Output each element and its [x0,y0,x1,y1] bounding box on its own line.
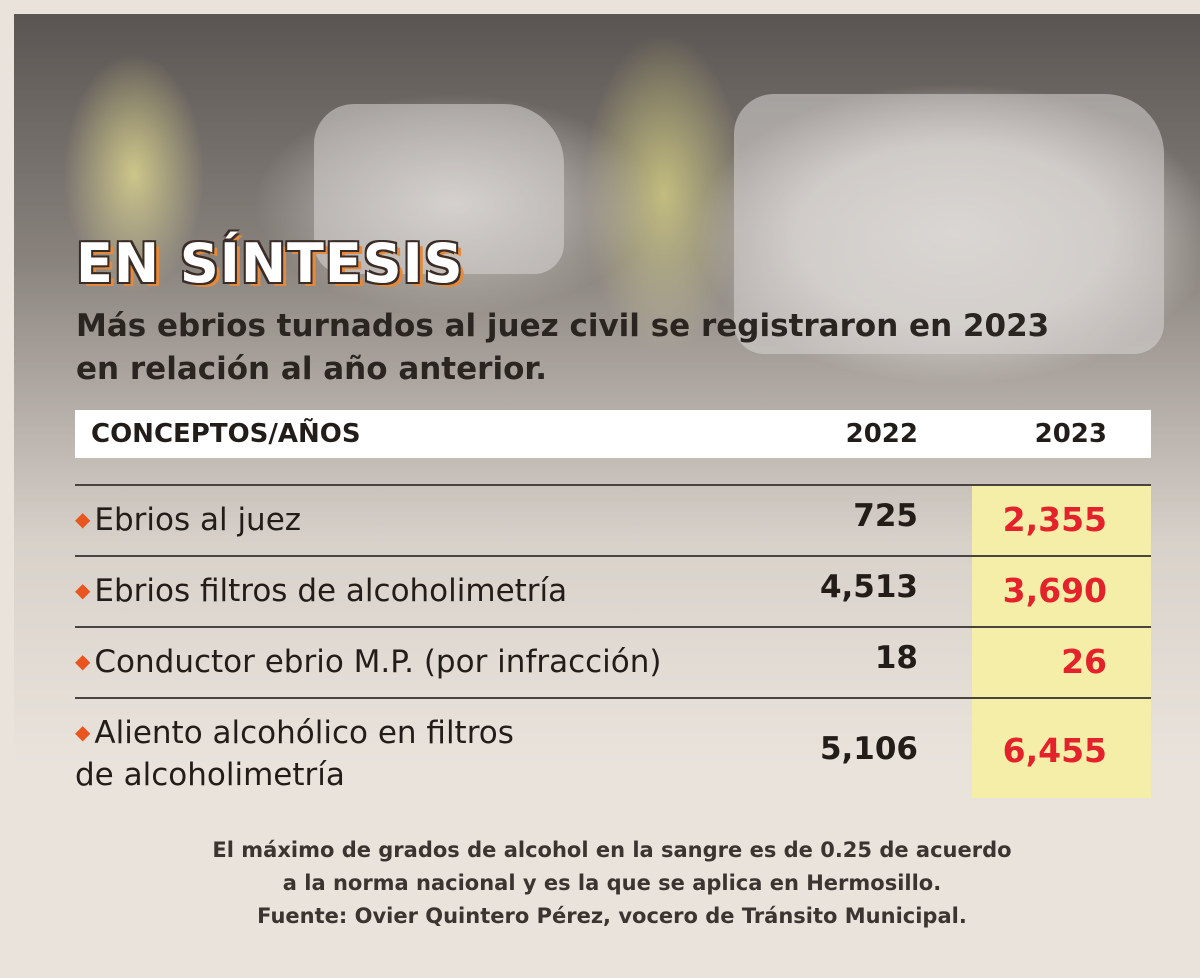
value-2023: 6,455 [1002,731,1107,770]
row-concept: Ebrios filtros de alcoholimetría [94,573,568,609]
divider [75,697,1151,699]
car-shape [734,94,1164,354]
row-concept-continued: de alcoholimetría [75,757,345,793]
header-2022: 2022 [845,419,918,449]
header-concepts: CONCEPTOS/AÑOS [91,419,361,449]
value-2022: 5,106 [819,731,918,767]
footnote: El máximo de grados de alcohol en la san… [100,834,1124,933]
value-2023: 3,690 [1002,571,1107,610]
footnote-line: a la norma nacional y es la que se aplic… [282,871,942,895]
divider [75,484,1151,486]
value-2022: 725 [853,498,918,534]
diamond-bullet-icon: ◆ [75,578,91,602]
row-concept: Ebrios al juez [94,502,302,538]
header-2023: 2023 [1034,419,1107,449]
value-2023: 26 [1061,642,1107,681]
table-header: CONCEPTOS/AÑOS 2022 2023 [75,410,1151,458]
divider [75,555,1151,557]
diamond-bullet-icon: ◆ [75,507,91,531]
section-title: EN SÍNTESIS [76,232,464,295]
footnote-line: El máximo de grados de alcohol en la san… [212,838,1012,862]
highlight-column-2023 [972,486,1151,798]
row-concept: Aliento alcohólico en filtros [94,715,514,751]
divider [75,626,1151,628]
value-2022: 18 [874,640,918,676]
subtitle-line: en relación al año anterior. [76,351,548,387]
value-2022: 4,513 [819,569,918,605]
diamond-bullet-icon: ◆ [75,720,91,744]
subtitle-line: Más ebrios turnados al juez civil se reg… [76,308,1050,344]
row-concept: Conductor ebrio M.P. (por infracción) [94,644,662,680]
car-shape [314,104,564,274]
source-line: Fuente: Ovier Quintero Pérez, vocero de … [257,904,967,928]
diamond-bullet-icon: ◆ [75,649,91,673]
value-2023: 2,355 [1002,500,1107,539]
subtitle: Más ebrios turnados al juez civil se reg… [76,305,1156,391]
